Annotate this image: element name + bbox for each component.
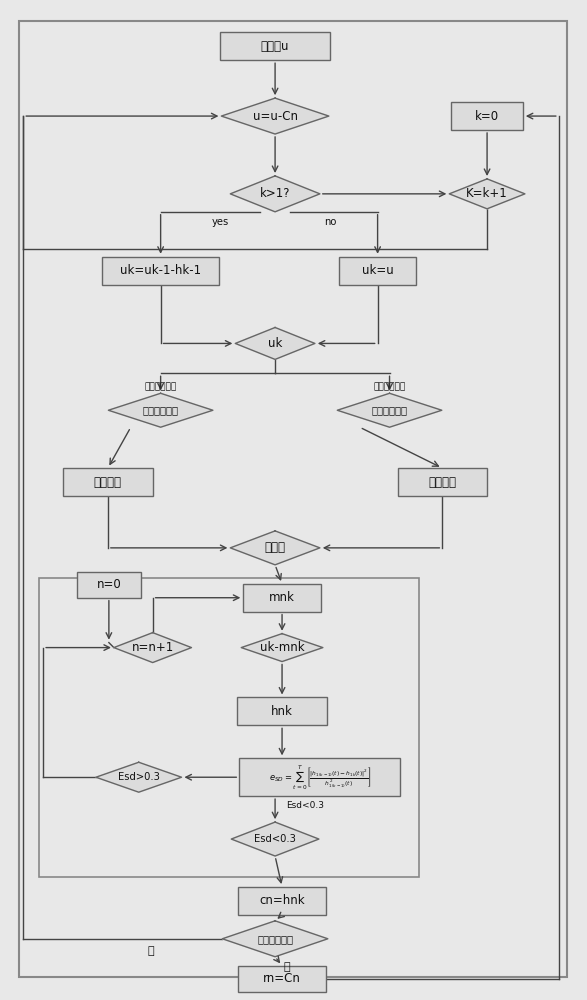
Bar: [63, 468, 153, 496]
Text: Esd<0.3: Esd<0.3: [286, 801, 324, 810]
Polygon shape: [241, 634, 323, 662]
Polygon shape: [231, 822, 319, 856]
Text: u=u-Cn: u=u-Cn: [252, 110, 298, 123]
Text: $e_{SD}=\sum_{t=0}^{T}\left[\frac{|h_{1(k-1)}(t)-h_{1k}(t)|^2}{h_{1(k-1)}^2(t)}\: $e_{SD}=\sum_{t=0}^{T}\left[\frac{|h_{1(…: [269, 763, 371, 792]
Text: 三次样条插值: 三次样条插值: [143, 405, 178, 415]
Text: uk: uk: [268, 337, 282, 350]
Polygon shape: [114, 633, 191, 663]
Bar: [397, 468, 487, 496]
Text: uk=u: uk=u: [362, 264, 393, 277]
Bar: [237, 697, 327, 725]
Bar: [220, 32, 330, 60]
Text: n=0: n=0: [96, 578, 122, 591]
Text: K=k+1: K=k+1: [466, 187, 508, 200]
Bar: [238, 887, 326, 915]
Text: uk=uk-1-hk-1: uk=uk-1-hk-1: [120, 264, 201, 277]
Text: n=n+1: n=n+1: [131, 641, 174, 654]
Polygon shape: [338, 393, 442, 427]
Text: uk-mnk: uk-mnk: [259, 641, 305, 654]
Polygon shape: [109, 393, 213, 427]
Polygon shape: [96, 762, 181, 792]
Text: k>1?: k>1?: [260, 187, 291, 200]
Text: rn=Cn: rn=Cn: [263, 972, 301, 985]
Text: 三次样条插值: 三次样条插值: [373, 383, 406, 392]
Bar: [102, 257, 220, 285]
Bar: [238, 966, 326, 992]
Text: 三次样条插值: 三次样条插值: [372, 405, 407, 415]
Polygon shape: [230, 176, 320, 212]
Polygon shape: [221, 98, 329, 134]
Text: 原数据u: 原数据u: [261, 40, 289, 53]
Bar: [339, 257, 416, 285]
Polygon shape: [230, 531, 320, 565]
Text: 上包络线: 上包络线: [94, 476, 122, 489]
Polygon shape: [235, 327, 315, 359]
Text: cn=hnk: cn=hnk: [259, 894, 305, 907]
Bar: [239, 758, 400, 796]
Bar: [76, 572, 141, 598]
Text: yes: yes: [212, 217, 229, 227]
Text: 三次样条插值: 三次样条插值: [144, 383, 177, 392]
Bar: [451, 102, 523, 130]
Text: mnk: mnk: [269, 591, 295, 604]
Text: 否: 否: [147, 946, 154, 956]
Polygon shape: [222, 921, 328, 957]
Text: 下包络线: 下包络线: [429, 476, 456, 489]
Bar: [243, 584, 321, 612]
Text: Esd<0.3: Esd<0.3: [254, 834, 296, 844]
Text: hnk: hnk: [271, 705, 293, 718]
Text: no: no: [323, 217, 336, 227]
Text: Esd>0.3: Esd>0.3: [118, 772, 160, 782]
Text: 是: 是: [284, 962, 291, 972]
Text: 取均值: 取均值: [265, 541, 286, 554]
Text: k=0: k=0: [475, 110, 499, 123]
Bar: [39, 578, 419, 877]
Text: 满足终止条件: 满足终止条件: [257, 934, 293, 944]
Polygon shape: [449, 179, 525, 209]
